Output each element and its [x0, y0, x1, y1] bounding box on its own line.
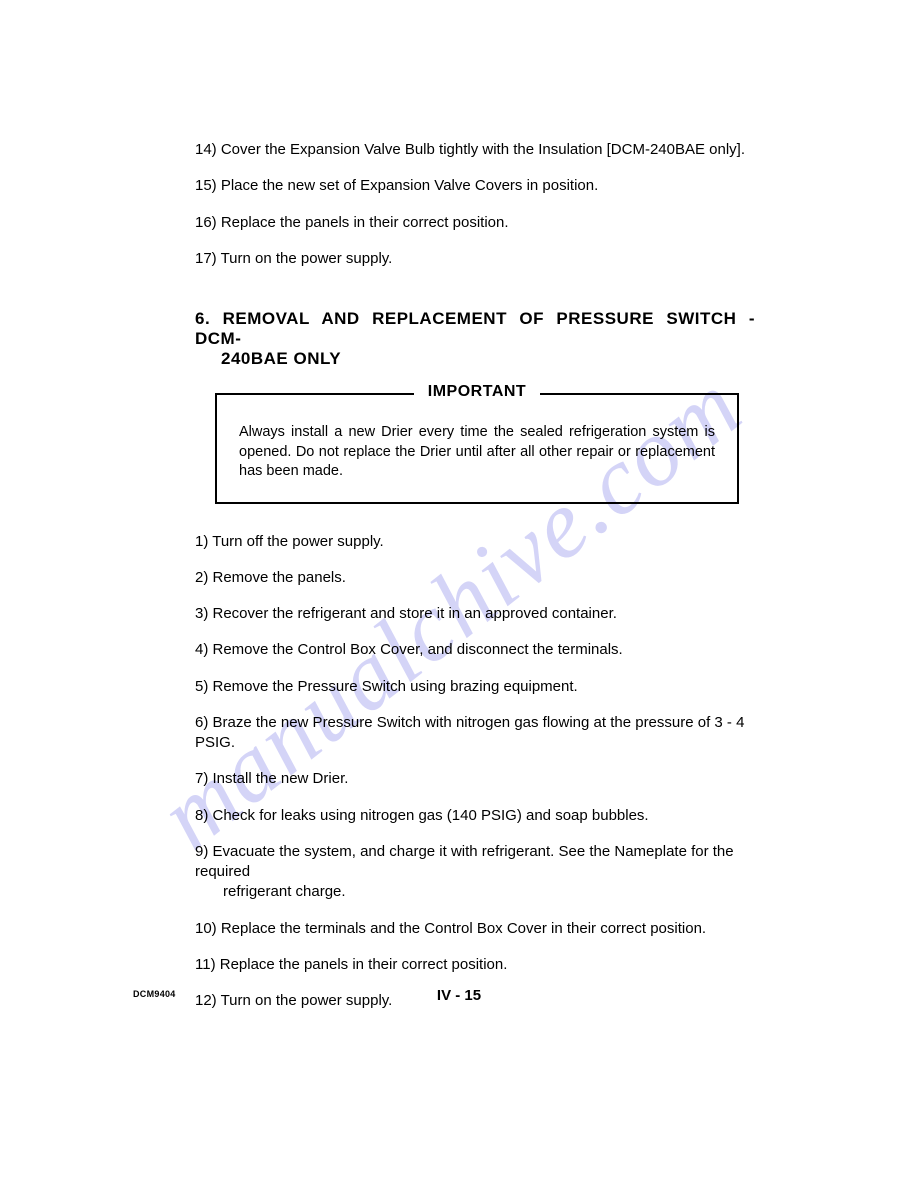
step-text: 14) Cover the Expansion Valve Bulb tight…: [195, 141, 745, 158]
heading-line1: REMOVAL AND REPLACEMENT OF PRESSURE SWIT…: [195, 309, 755, 348]
step-item: 14) Cover the Expansion Valve Bulb tight…: [195, 140, 755, 160]
step-item: 11) Replace the panels in their correct …: [195, 955, 755, 975]
step-item: 15) Place the new set of Expansion Valve…: [195, 176, 755, 196]
top-steps: 14) Cover the Expansion Valve Bulb tight…: [195, 140, 755, 269]
step-text: 11) Replace the panels in their correct …: [195, 956, 507, 973]
step-text: 10) Replace the terminals and the Contro…: [195, 920, 706, 937]
step-item: 4) Remove the Control Box Cover, and dis…: [195, 640, 755, 660]
notice-body: Always install a new Drier every time th…: [239, 423, 715, 482]
step-item: 17) Turn on the power supply.: [195, 249, 755, 269]
important-notice: IMPORTANT Always install a new Drier eve…: [215, 393, 739, 504]
step-item: 16) Replace the panels in their correct …: [195, 213, 755, 233]
footer-page-number: IV - 15: [0, 987, 918, 1004]
step-text: 3) Recover the refrigerant and store it …: [195, 605, 617, 622]
step-item: 2) Remove the panels.: [195, 568, 755, 588]
step-item: 10) Replace the terminals and the Contro…: [195, 919, 755, 939]
step-text: 7) Install the new Drier.: [195, 770, 348, 787]
bottom-steps: 1) Turn off the power supply. 2) Remove t…: [195, 532, 755, 1012]
step-text: 6) Braze the new Pressure Switch with ni…: [195, 714, 744, 751]
step-text: 5) Remove the Pressure Switch using braz…: [195, 678, 578, 695]
page-content: 14) Cover the Expansion Valve Bulb tight…: [195, 140, 755, 1027]
notice-title: IMPORTANT: [414, 383, 540, 400]
step-item: 1) Turn off the power supply.: [195, 532, 755, 552]
step-text: 1) Turn off the power supply.: [195, 533, 384, 550]
step-text: 8) Check for leaks using nitrogen gas (1…: [195, 807, 649, 824]
step-text: 16) Replace the panels in their correct …: [195, 214, 509, 231]
step-text: 9) Evacuate the system, and charge it wi…: [195, 843, 734, 880]
step-item: 9) Evacuate the system, and charge it wi…: [195, 842, 755, 903]
step-item: 6) Braze the new Pressure Switch with ni…: [195, 713, 755, 754]
heading-line2: 240BAE ONLY: [195, 349, 755, 369]
step-continuation: refrigerant charge.: [195, 882, 755, 902]
heading-num: 6.: [195, 309, 210, 328]
step-text: 17) Turn on the power supply.: [195, 250, 392, 267]
section-heading: 6. REMOVAL AND REPLACEMENT OF PRESSURE S…: [195, 309, 755, 369]
step-item: 5) Remove the Pressure Switch using braz…: [195, 677, 755, 697]
step-text: 4) Remove the Control Box Cover, and dis…: [195, 641, 623, 658]
step-item: 7) Install the new Drier.: [195, 769, 755, 789]
step-text: 15) Place the new set of Expansion Valve…: [195, 177, 598, 194]
step-item: 8) Check for leaks using nitrogen gas (1…: [195, 806, 755, 826]
step-text: 2) Remove the panels.: [195, 569, 346, 586]
step-item: 3) Recover the refrigerant and store it …: [195, 604, 755, 624]
notice-title-wrap: IMPORTANT: [217, 383, 737, 401]
